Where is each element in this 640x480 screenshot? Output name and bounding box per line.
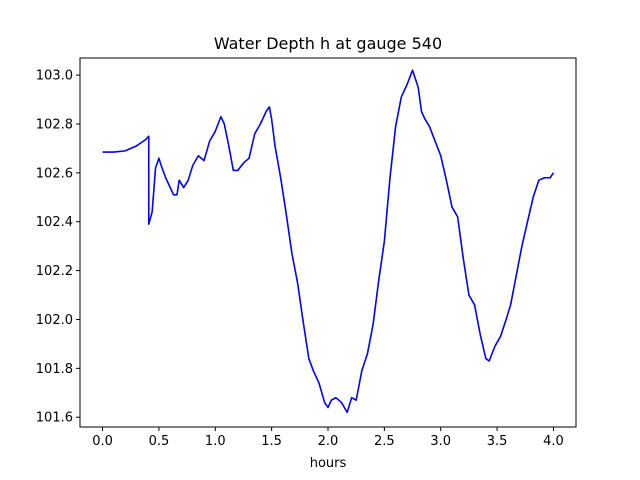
- chart-title: Water Depth h at gauge 540: [214, 34, 442, 53]
- x-tick-label: 1.0: [205, 434, 226, 449]
- y-tick-label: 102.2: [36, 264, 73, 279]
- x-tick-label: 2.5: [374, 434, 395, 449]
- axes-frame: [79, 57, 577, 428]
- x-tick-label: 0.0: [92, 434, 113, 449]
- x-tick-label: 0.5: [149, 434, 170, 449]
- axis-ticks: 0.0 0.5 1.0 1.5 2.0 2.5 3.0 3.5 4.0 101.6 101.8 102…: [36, 69, 564, 449]
- x-tick-label: 1.5: [261, 434, 282, 449]
- y-tick-label: 102.4: [36, 215, 73, 230]
- x-tick-label: 2.0: [318, 434, 339, 449]
- series-line-0: [102, 69, 555, 414]
- y-tick-label: 101.8: [36, 362, 73, 377]
- y-tick-label: 102.0: [36, 313, 73, 328]
- x-tick-label: 3.0: [430, 434, 451, 449]
- x-tick-label: 4.0: [543, 434, 564, 449]
- y-tick-label: 103.0: [36, 69, 73, 84]
- x-tick-label: 3.5: [487, 434, 508, 449]
- y-tick-label: 102.6: [36, 166, 73, 181]
- y-tick-label: 102.8: [36, 117, 73, 132]
- plot-area: [79, 57, 577, 428]
- x-axis-label: hours: [310, 456, 347, 471]
- y-tick-label: 101.6: [36, 411, 73, 426]
